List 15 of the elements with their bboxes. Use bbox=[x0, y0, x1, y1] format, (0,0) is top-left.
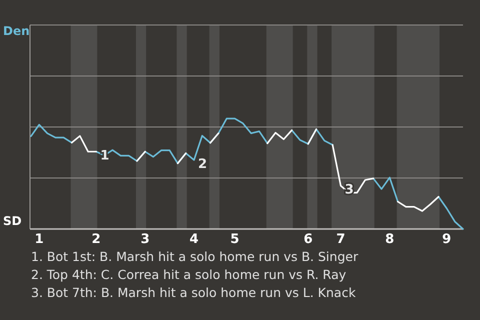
x-tick-label: 2 bbox=[92, 232, 101, 247]
x-tick-label: 7 bbox=[336, 232, 346, 247]
x-tick-label: 3 bbox=[140, 232, 150, 247]
x-tick-label: 5 bbox=[230, 232, 240, 247]
annotation: 2 bbox=[198, 157, 208, 172]
text: Den bbox=[3, 24, 30, 38]
x-tick-label: 8 bbox=[385, 232, 394, 247]
text: SD bbox=[3, 214, 22, 228]
x-tick-label: 4 bbox=[189, 232, 199, 247]
x-tick-label: 1 bbox=[34, 232, 44, 247]
x-tick-label: 6 bbox=[304, 232, 313, 247]
text: 2. Top 4th: C. Correa hit a solo home run vs R. Ray bbox=[31, 267, 347, 282]
x-tick-label: 9 bbox=[442, 232, 452, 247]
text: 3. Bot 7th: B. Marsh hit a solo home run vs L. Knack bbox=[31, 285, 356, 300]
text: 1. Bot 1st: B. Marsh hit a solo home run vs B. Singer bbox=[31, 249, 359, 264]
